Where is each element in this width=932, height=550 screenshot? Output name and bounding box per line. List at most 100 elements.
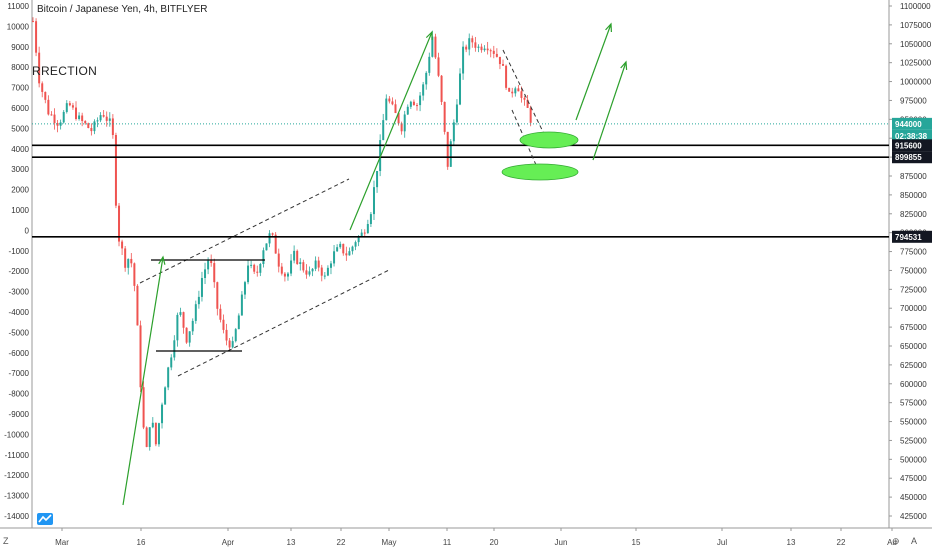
candle-body	[299, 262, 302, 264]
candle-body	[480, 46, 483, 51]
left-tick-label: -3000	[9, 288, 30, 297]
level-tag-915600-bg	[892, 139, 932, 152]
candle-body	[268, 233, 271, 244]
green-arrow-2	[349, 31, 433, 231]
right-tick-label: 1000000	[900, 78, 932, 87]
candle-body	[286, 273, 289, 277]
candle-body	[124, 248, 127, 268]
candle-body	[262, 250, 265, 265]
x-tick-label: Apr	[222, 538, 235, 547]
candle-body	[277, 253, 280, 267]
candle-body	[366, 224, 369, 234]
left-tick-label: -2000	[9, 267, 30, 276]
right-tick-label: 700000	[900, 304, 927, 313]
candle-body	[111, 118, 114, 135]
candle-body	[243, 282, 246, 295]
candle-body	[185, 327, 188, 343]
candle-body	[87, 123, 90, 128]
candle-body	[253, 264, 256, 272]
candle-body	[99, 115, 102, 121]
candle-body	[118, 205, 121, 242]
left-tick-label: -7000	[9, 369, 30, 378]
candle-body	[290, 260, 293, 274]
left-tick-label: -11000	[5, 451, 30, 460]
right-axis[interactable]: 1100000 1075000 1050000 1025000 1000000 97500…	[889, 2, 932, 521]
log-scale-button[interactable]: Z	[3, 536, 9, 546]
candle-body	[440, 75, 443, 102]
candle-body	[400, 123, 403, 132]
candle-body	[173, 340, 176, 358]
right-tick-label: 725000	[900, 285, 927, 294]
candle-body	[197, 296, 200, 305]
candle-body	[84, 121, 87, 124]
x-axis[interactable]: Mar 16 Apr 13 22 May 11 20 Jun 15 Jul 13 22 Au	[55, 528, 897, 547]
x-tick-label: 16	[137, 538, 146, 547]
candle-body	[379, 140, 382, 172]
x-tick-label: Jun	[555, 538, 568, 547]
candle-body	[462, 46, 465, 74]
right-tick-label: 750000	[900, 266, 927, 275]
candle-body	[397, 112, 400, 124]
level-tag-794531-bg	[892, 230, 932, 243]
candle-body	[437, 57, 440, 76]
candle-body	[219, 308, 222, 320]
candle-body	[486, 48, 489, 51]
right-tick-label: 1075000	[900, 21, 932, 30]
candle-body	[148, 427, 151, 447]
right-tick-label: 875000	[900, 172, 927, 181]
left-tick-label: -4000	[9, 308, 30, 317]
candle-body	[376, 171, 379, 188]
candles	[32, 17, 532, 451]
x-tick-label: 15	[632, 538, 641, 547]
candle-body	[256, 271, 259, 273]
level-tag-915600: 915600	[895, 141, 922, 150]
candle-body	[145, 427, 148, 447]
candle-body	[44, 91, 47, 100]
candle-body	[529, 107, 532, 123]
candle-body	[459, 73, 462, 105]
candle-body	[41, 83, 44, 92]
target-zone-upper	[519, 131, 579, 149]
candle-body	[446, 131, 449, 167]
candle-body	[517, 88, 520, 92]
correction-annotation: RRECTION	[32, 64, 98, 78]
right-tick-label: 625000	[900, 361, 927, 370]
x-tick-label: Mar	[55, 538, 69, 547]
right-tick-label: 1100000	[900, 2, 931, 11]
channel-lower-line	[177, 269, 390, 377]
candle-body	[372, 187, 375, 215]
candle-body	[351, 246, 354, 252]
tradingview-logo-icon[interactable]	[37, 512, 53, 530]
right-tick-label: 500000	[900, 455, 927, 464]
candle-body	[231, 341, 234, 348]
right-tick-label: 525000	[900, 436, 927, 445]
candle-body	[136, 285, 139, 326]
level-tag-899855-bg	[892, 151, 932, 164]
candle-body	[302, 262, 305, 271]
left-tick-label: 5000	[11, 124, 29, 133]
left-tick-label: -6000	[9, 349, 30, 358]
candle-body	[293, 250, 296, 261]
candle-body	[345, 253, 348, 256]
candle-body	[176, 314, 179, 341]
candle-body	[489, 50, 492, 52]
candle-body	[188, 331, 191, 343]
zoom-icon[interactable]: ⊕	[892, 536, 900, 546]
left-tick-label: -8000	[9, 390, 30, 399]
right-tick-label: 575000	[900, 399, 927, 408]
candle-body	[342, 243, 345, 254]
candle-body	[228, 340, 231, 348]
target-zone-lower	[501, 163, 579, 181]
auto-scale-button[interactable]: A	[911, 536, 918, 546]
candle-body	[75, 107, 78, 119]
left-tick-label: 9000	[11, 43, 29, 52]
candle-body	[354, 242, 357, 247]
right-tick-label: 775000	[900, 248, 927, 257]
candle-body	[114, 134, 117, 206]
candle-body	[363, 232, 366, 234]
candle-body	[105, 116, 108, 121]
candle-body	[259, 264, 262, 273]
candle-body	[431, 36, 434, 57]
